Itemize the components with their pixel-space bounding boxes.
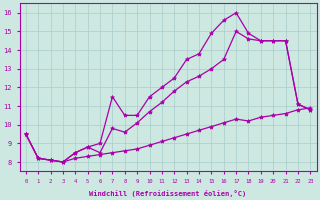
X-axis label: Windchill (Refroidissement éolien,°C): Windchill (Refroidissement éolien,°C) <box>90 190 247 197</box>
